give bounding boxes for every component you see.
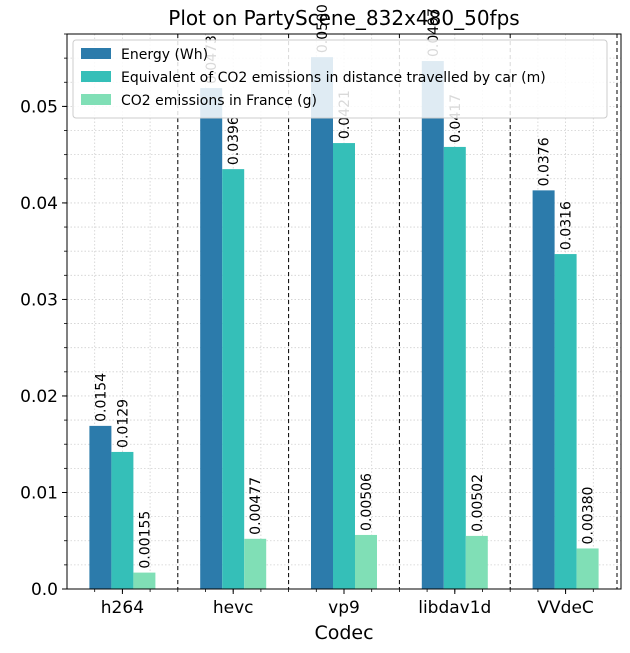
bar-vp9-series-2	[355, 534, 377, 589]
bar-libdav1d-series-1	[443, 146, 466, 590]
data-label: 0.0129	[115, 399, 131, 448]
bar-VVdeC-series-2	[576, 548, 599, 589]
x-axis-title: Codec	[314, 622, 373, 644]
data-label: 0.00506	[359, 473, 375, 531]
bar-vp9-series-0	[311, 57, 333, 589]
bar-h264-series-0	[89, 425, 112, 589]
legend-swatch	[81, 94, 111, 105]
y-tick-label: 0.03	[20, 290, 58, 310]
y-tick-label: 0.05	[20, 97, 58, 117]
legend-label: Equivalent of CO2 emissions in distance …	[121, 70, 546, 86]
x-tick-label: libdav1d	[418, 598, 491, 618]
data-label: 0.0376	[537, 137, 553, 186]
x-tick-label: vp9	[328, 598, 360, 618]
data-label: 0.00155	[137, 511, 153, 569]
x-tick-label: h264	[101, 598, 144, 618]
bars	[89, 57, 599, 590]
bar-vp9-series-1	[333, 143, 355, 589]
chart-title: Plot on PartyScene_832x480_50fps	[168, 6, 519, 30]
data-label: 0.0396	[226, 116, 242, 165]
y-tick-label: 0.0	[31, 580, 58, 600]
legend-label: Energy (Wh)	[121, 47, 208, 63]
data-label: 0.00380	[581, 487, 597, 545]
bar-hevc-series-2	[244, 538, 267, 589]
y-axis: 0.0 0.01 0.02 0.03 0.04 0.05	[20, 33, 67, 600]
x-tick-label: VVdeC	[537, 598, 593, 618]
bar-h264-series-2	[133, 572, 156, 589]
data-label: 0.0154	[93, 373, 109, 422]
y-tick-label: 0.01	[20, 483, 58, 503]
bar-libdav1d-series-2	[465, 535, 488, 589]
x-axis: h264 hevc vp9 libdav1d VVdeC	[94, 589, 594, 618]
bar-VVdeC-series-0	[532, 190, 555, 589]
bar-VVdeC-series-1	[554, 254, 577, 589]
bar-h264-series-1	[111, 451, 134, 589]
legend-box	[72, 39, 608, 119]
legend-items: Energy (Wh) Equivalent of CO2 emissions i…	[81, 47, 546, 109]
data-label: 0.00502	[470, 474, 486, 532]
legend: Energy (Wh) Equivalent of CO2 emissions i…	[72, 39, 608, 119]
legend-swatch	[81, 48, 111, 59]
bar-hevc-series-0	[200, 88, 223, 589]
bar-libdav1d-series-0	[421, 61, 444, 590]
legend-swatch	[81, 71, 111, 82]
category-separators	[177, 34, 618, 589]
data-label: 0.00477	[248, 477, 264, 535]
y-tick-label: 0.04	[20, 194, 58, 214]
data-label: 0.0316	[559, 201, 575, 250]
y-tick-label: 0.02	[20, 387, 58, 407]
legend-label: CO2 emissions in France (g)	[121, 93, 317, 109]
x-tick-label: hevc	[213, 598, 254, 618]
bar-hevc-series-1	[222, 169, 245, 589]
